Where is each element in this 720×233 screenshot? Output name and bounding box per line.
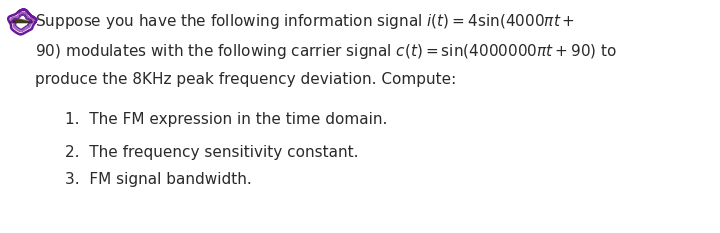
Text: 1.  The FM expression in the time domain.: 1. The FM expression in the time domain. [65,112,387,127]
Text: Suppose you have the following information signal $i(t) = 4\sin(4000\pi t +$: Suppose you have the following informati… [35,12,575,31]
Text: produce the 8KHz peak frequency deviation. Compute:: produce the 8KHz peak frequency deviatio… [35,72,456,87]
Text: 90) modulates with the following carrier signal $c(t) = \sin(4000000\pi t + 90)$: 90) modulates with the following carrier… [35,42,617,61]
Text: 2.  The frequency sensitivity constant.: 2. The frequency sensitivity constant. [65,145,359,160]
Text: 3.  FM signal bandwidth.: 3. FM signal bandwidth. [65,172,252,187]
